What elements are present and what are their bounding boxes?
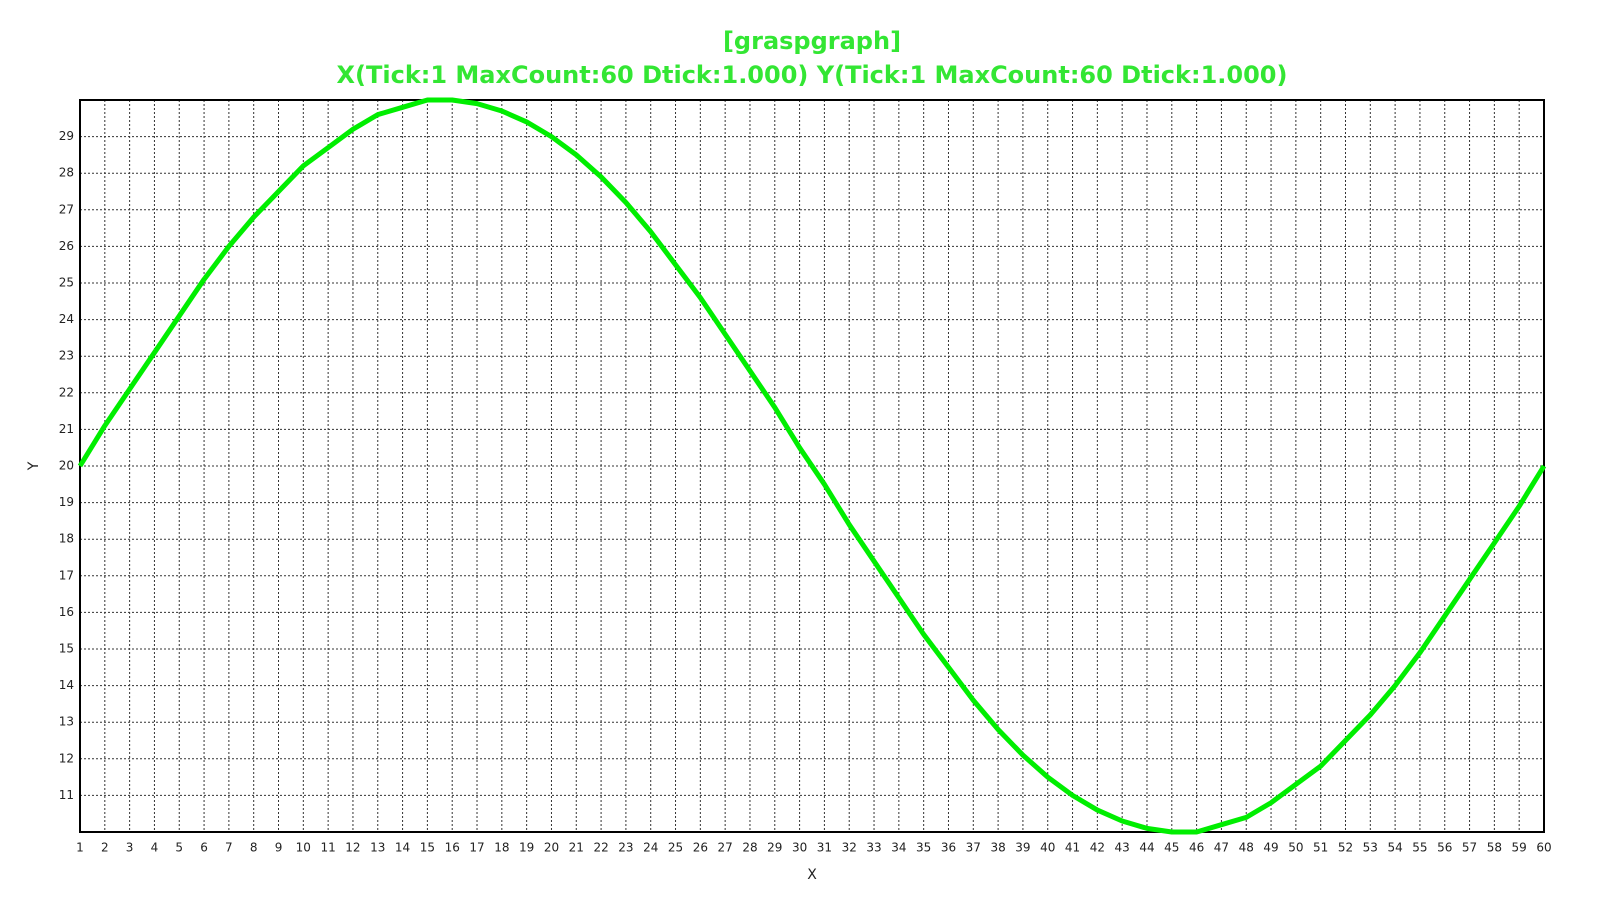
y-tick-label: 25	[59, 276, 74, 290]
x-tick-label: 29	[767, 841, 782, 855]
y-tick-label: 27	[59, 202, 74, 216]
x-tick-label: 44	[1139, 841, 1154, 855]
chart-title: [graspgraph]	[723, 27, 901, 55]
x-tick-label: 7	[225, 841, 233, 855]
x-tick-label: 60	[1536, 841, 1551, 855]
x-tick-label: 30	[792, 841, 807, 855]
x-tick-label: 33	[866, 841, 881, 855]
y-tick-label: 28	[59, 166, 74, 180]
x-tick-label: 8	[250, 841, 258, 855]
x-tick-label: 50	[1288, 841, 1303, 855]
x-tick-label: 4	[151, 841, 159, 855]
x-tick-label: 6	[200, 841, 208, 855]
y-tick-label: 16	[59, 605, 74, 619]
x-tick-label: 22	[593, 841, 608, 855]
y-tick-label: 29	[59, 129, 74, 143]
y-tick-label: 23	[59, 349, 74, 363]
x-tick-label: 14	[395, 841, 410, 855]
y-tick-label: 22	[59, 385, 74, 399]
y-tick-label: 17	[59, 568, 74, 582]
x-tick-label: 42	[1090, 841, 1105, 855]
x-tick-label: 35	[916, 841, 931, 855]
x-tick-label: 3	[126, 841, 134, 855]
x-tick-label: 40	[1040, 841, 1055, 855]
x-tick-label: 20	[544, 841, 559, 855]
x-tick-label: 46	[1189, 841, 1204, 855]
chart-subtitle: X(Tick:1 MaxCount:60 Dtick:1.000) Y(Tick…	[337, 61, 1288, 89]
y-tick-label: 18	[59, 532, 74, 546]
x-tick-label: 24	[643, 841, 658, 855]
x-tick-label: 59	[1512, 841, 1527, 855]
x-axis-label: X	[807, 867, 817, 883]
x-tick-label: 37	[966, 841, 981, 855]
x-tick-label: 11	[320, 841, 335, 855]
x-tick-label: 5	[175, 841, 183, 855]
x-tick-label: 25	[668, 841, 683, 855]
x-tick-label: 52	[1338, 841, 1353, 855]
x-tick-label: 1	[76, 841, 84, 855]
x-tick-label: 58	[1487, 841, 1502, 855]
x-tick-label: 31	[817, 841, 832, 855]
x-tick-label: 21	[569, 841, 584, 855]
y-axis-label: Y	[26, 461, 42, 471]
x-tick-label: 19	[519, 841, 534, 855]
x-tick-label: 28	[742, 841, 757, 855]
x-tick-label: 13	[370, 841, 385, 855]
y-tick-label: 12	[59, 751, 74, 765]
x-tick-label: 23	[618, 841, 633, 855]
data-line	[77, 97, 1547, 835]
x-tick-label: 49	[1263, 841, 1278, 855]
x-tick-label: 47	[1214, 841, 1229, 855]
y-tick-label: 24	[59, 312, 74, 326]
x-tick-label: 36	[941, 841, 956, 855]
y-tick-label: 13	[59, 715, 74, 729]
y-tick-label: 14	[59, 678, 74, 692]
x-tick-label: 26	[693, 841, 708, 855]
x-tick-label: 9	[275, 841, 283, 855]
x-tick-label: 57	[1462, 841, 1477, 855]
y-tick-label: 20	[59, 459, 74, 473]
y-tick-label: 15	[59, 642, 74, 656]
x-tick-label: 12	[345, 841, 360, 855]
x-tick-label: 54	[1387, 841, 1402, 855]
x-tick-label: 10	[296, 841, 311, 855]
x-tick-label: 18	[494, 841, 509, 855]
y-tick-label: 21	[59, 422, 74, 436]
x-tick-label: 32	[842, 841, 857, 855]
y-tick-label: 26	[59, 239, 74, 253]
y-tick-label: 19	[59, 495, 74, 509]
x-tick-label: 53	[1363, 841, 1378, 855]
x-tick-label: 17	[469, 841, 484, 855]
x-tick-label: 15	[420, 841, 435, 855]
x-tick-label: 16	[445, 841, 460, 855]
x-tick-label: 56	[1437, 841, 1452, 855]
x-tick-label: 51	[1313, 841, 1328, 855]
x-tick-label: 2	[101, 841, 109, 855]
x-tick-label: 27	[718, 841, 733, 855]
x-tick-label: 45	[1164, 841, 1179, 855]
x-tick-label: 55	[1412, 841, 1427, 855]
x-tick-label: 43	[1115, 841, 1130, 855]
x-tick-label: 48	[1239, 841, 1254, 855]
y-tick-label: 11	[59, 788, 74, 802]
x-tick-label: 38	[990, 841, 1005, 855]
x-tick-label: 39	[1015, 841, 1030, 855]
x-tick-label: 41	[1065, 841, 1080, 855]
x-tick-label: 34	[891, 841, 906, 855]
